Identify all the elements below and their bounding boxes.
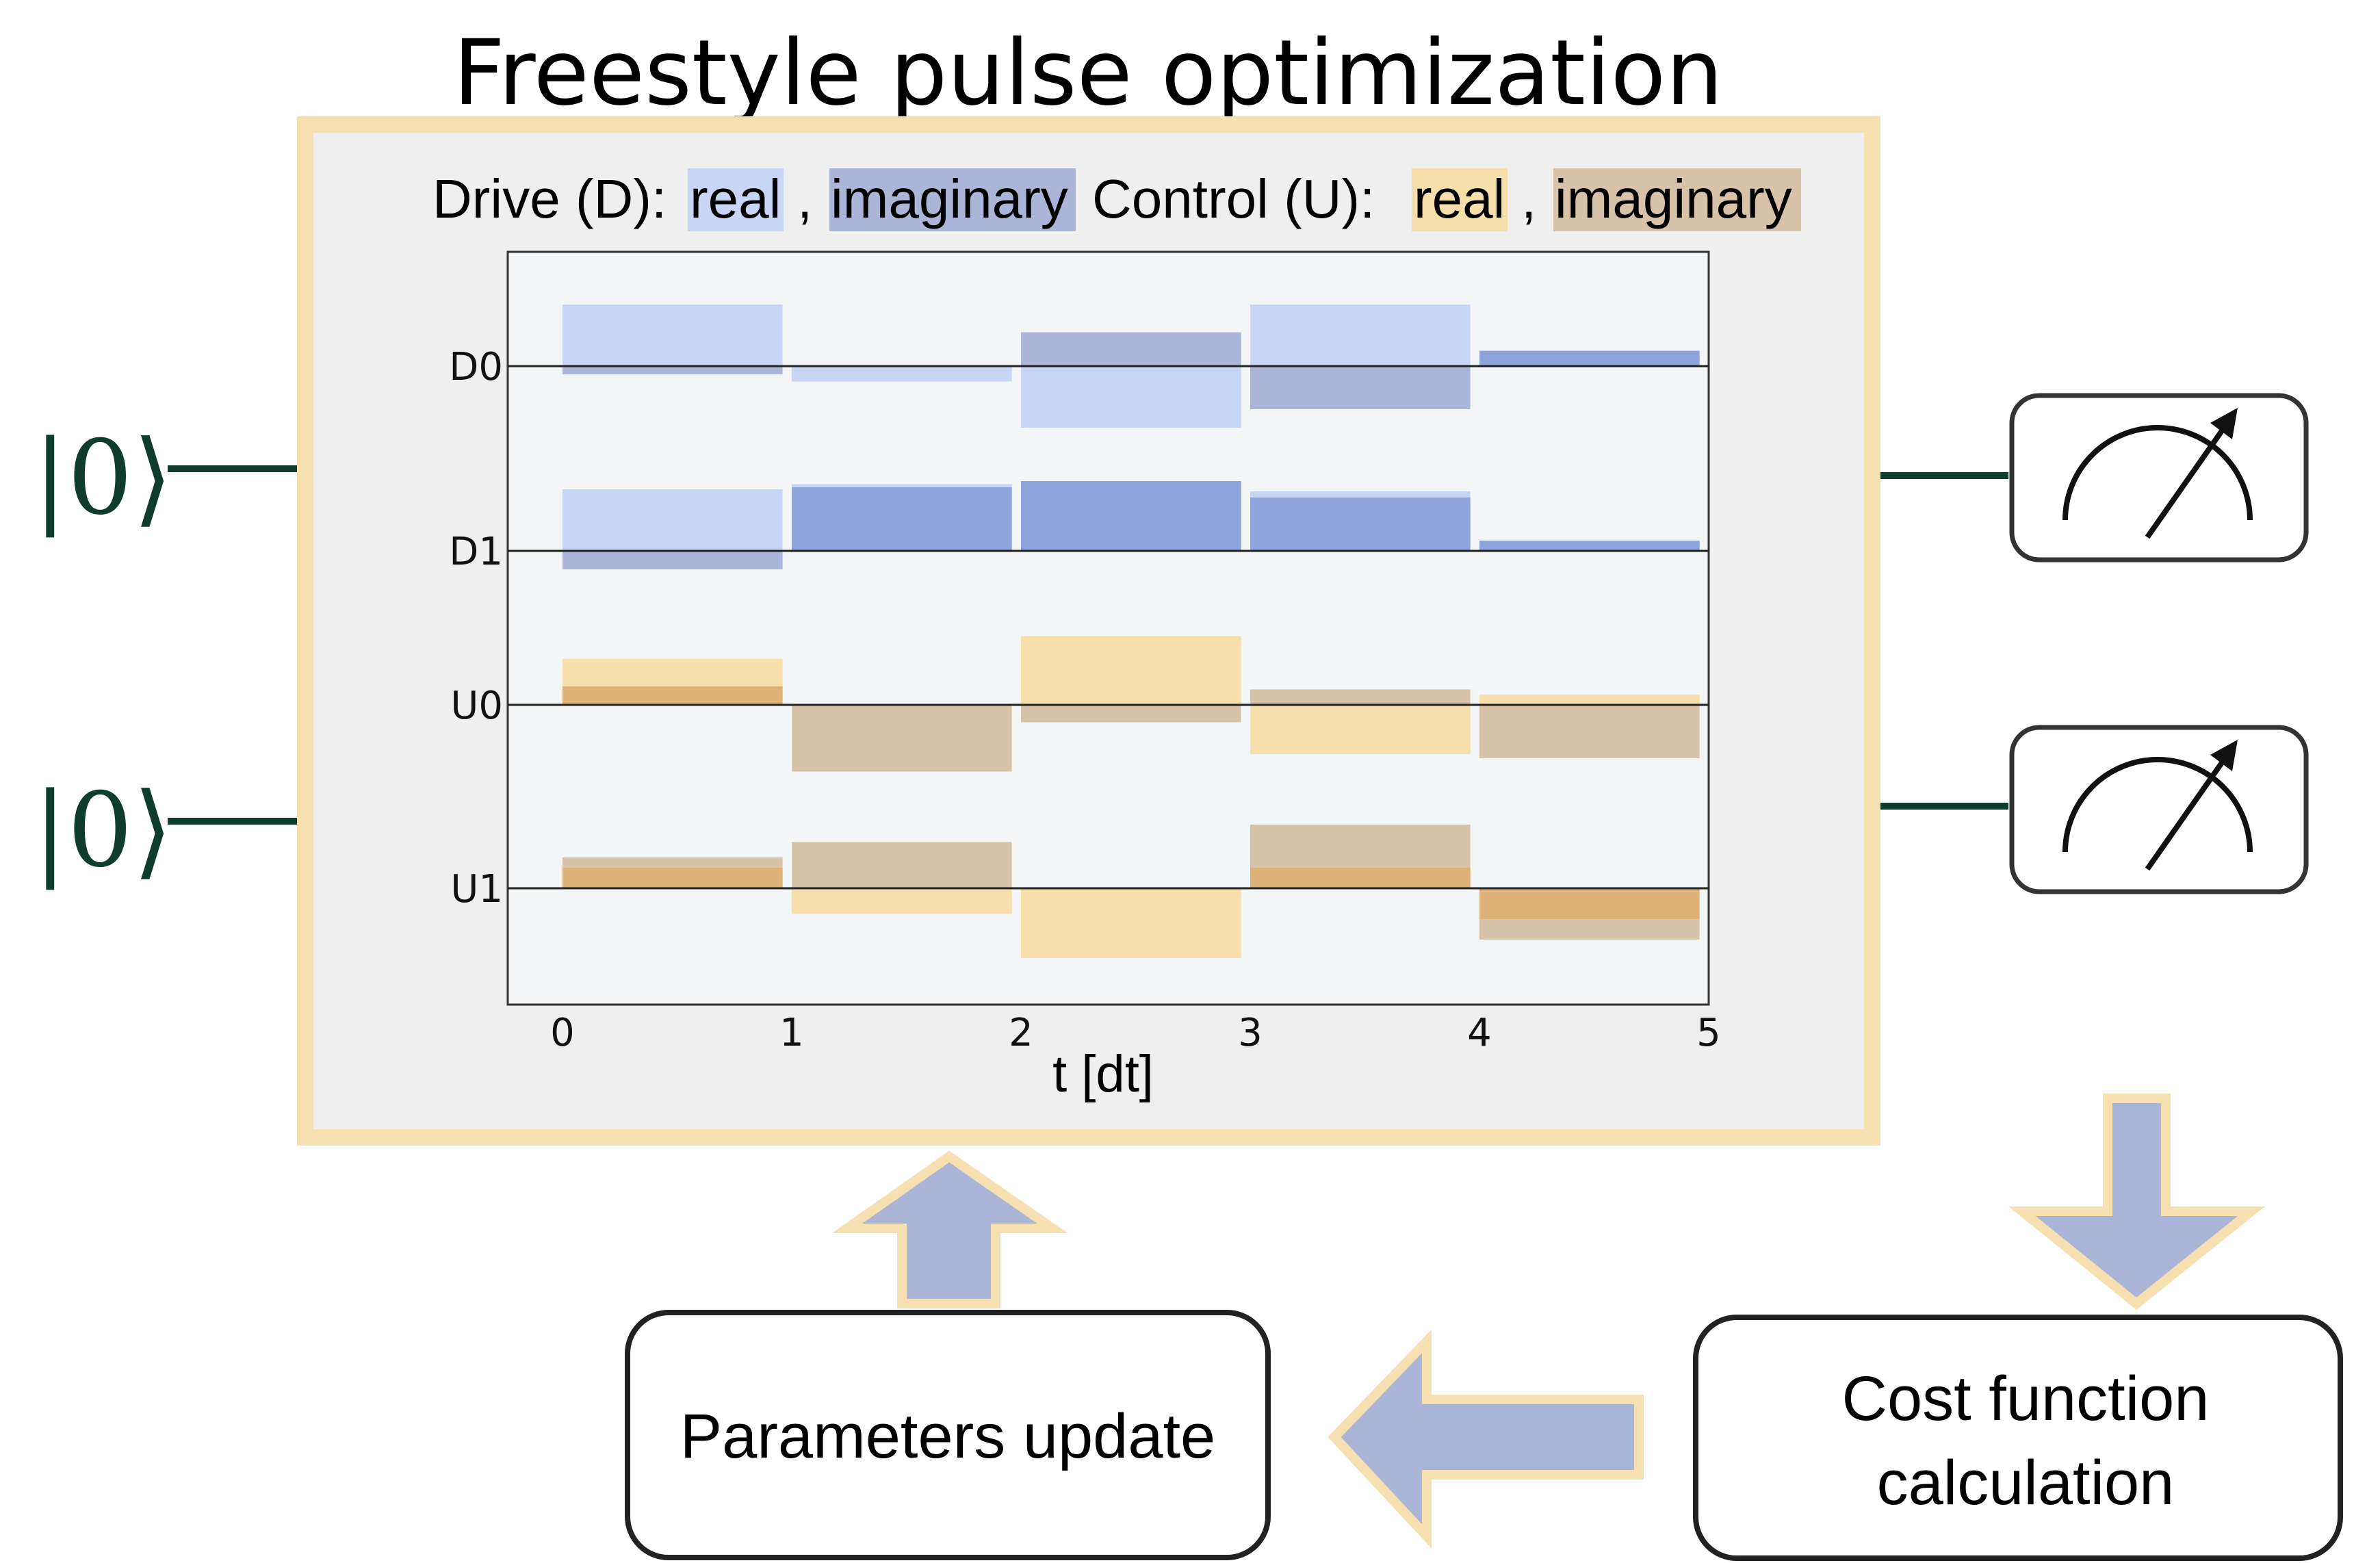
u0-imag-bar-3 xyxy=(1250,689,1471,705)
d0-real-bar-1 xyxy=(792,366,1012,382)
qubit-inputs: |0⟩ |0⟩ xyxy=(33,419,305,890)
d1-channel-label: D1 xyxy=(449,530,503,574)
legend-sep-2: , xyxy=(1521,168,1536,229)
d0-channel-label: D0 xyxy=(449,345,503,389)
x-ticks: 0 1 2 3 4 5 xyxy=(550,1011,1721,1055)
x-tick-label-2: 2 xyxy=(1009,1011,1033,1055)
measurements xyxy=(1872,393,2309,894)
legend-sep-1: , xyxy=(797,168,812,229)
channel-axes: D0 D1 U0 U1 xyxy=(449,345,1709,912)
u1-overlap-bar-3 xyxy=(1250,868,1471,888)
cost-line-1: Cost function xyxy=(1842,1364,2210,1434)
arrow-down-icon xyxy=(2008,1094,2265,1310)
pulse-bars xyxy=(562,305,1700,958)
qubit-1-state: |0⟩ xyxy=(33,771,173,890)
u1-overlap-bar-4 xyxy=(1479,888,1700,919)
meter-1-icon xyxy=(2009,725,2309,894)
u1-real-bar-1 xyxy=(792,888,1012,914)
legend-control-real: real xyxy=(1414,168,1505,229)
legend-swatch-drive-imag xyxy=(829,168,1076,231)
page-title: Freestyle pulse optimization xyxy=(453,21,1723,126)
d0-real-bar-3 xyxy=(1250,305,1471,366)
parameters-update-step: Parameters update xyxy=(625,1310,1271,1560)
u0-overlap-bar-0 xyxy=(562,686,783,705)
x-tick-label-5: 5 xyxy=(1696,1011,1721,1055)
legend-drive-real: real xyxy=(690,168,781,229)
legend-swatch-drive-real xyxy=(688,168,784,231)
cost-line-2: calculation xyxy=(1877,1448,2175,1518)
u1-real-bar-2 xyxy=(1021,888,1241,958)
u0-real-bar-4 xyxy=(1479,695,1700,705)
d1-overlap-bar-3 xyxy=(1250,498,1471,551)
d0-imag-bar-2 xyxy=(1021,332,1241,366)
svg-text:calculation: calculation xyxy=(1877,1448,2175,1518)
pulse-panel: D0 D1 U0 U1 0 1 2 3 4 5 t [dt] Drive (D): real ,… xyxy=(297,116,1880,1146)
x-tick-label-4: 4 xyxy=(1467,1011,1492,1055)
x-axis-label: t [dt] xyxy=(1052,1045,1154,1103)
cost-function-step: Cost function calculation xyxy=(1693,1315,2343,1561)
d1-overlap-bar-2 xyxy=(1021,481,1241,551)
x-tick-label-1: 1 xyxy=(779,1011,804,1055)
d1-real-bar-0 xyxy=(562,489,783,551)
d0-real-bar-0 xyxy=(562,305,783,366)
svg-text:Drive (D): real: Drive (D): real , imaginary Control (U):… xyxy=(432,168,1792,229)
d1-imag-bar-0 xyxy=(562,551,783,569)
u1-channel-label: U1 xyxy=(450,867,503,912)
legend-drive-imag: imaginary xyxy=(831,168,1068,229)
u0-real-bar-2 xyxy=(1021,636,1241,705)
svg-text:Cost function: Cost function xyxy=(1842,1364,2210,1434)
update-label: Parameters update xyxy=(680,1401,1215,1471)
u0-imag-bar-1 xyxy=(792,705,1012,772)
legend-control-label: Control (U): xyxy=(1092,168,1375,229)
legend-swatch-control-real xyxy=(1412,168,1508,231)
x-tick-label-0: 0 xyxy=(550,1011,575,1055)
u0-real-bar-3 xyxy=(1250,705,1471,754)
legend-swatch-control-imag xyxy=(1553,168,1801,231)
u1-imag-bar-1 xyxy=(792,842,1012,888)
arrow-left-icon xyxy=(1328,1329,1644,1549)
legend-drive-label: Drive (D): xyxy=(432,168,667,229)
d0-imag-bar-3 xyxy=(1250,366,1471,409)
d0-overlap-bar-4 xyxy=(1479,350,1700,366)
u0-imag-bar-2 xyxy=(1021,705,1241,723)
legend: Drive (D): real , imaginary Control (U):… xyxy=(432,168,1801,231)
d1-overlap-bar-1 xyxy=(792,487,1012,551)
d0-real-bar-2 xyxy=(1021,366,1241,428)
d1-overlap-bar-4 xyxy=(1479,541,1700,551)
u0-channel-label: U0 xyxy=(450,684,503,728)
d0-imag-bar-0 xyxy=(562,366,783,374)
arrow-up-icon xyxy=(831,1150,1068,1308)
x-tick-label-3: 3 xyxy=(1238,1011,1263,1055)
legend-control-imag: imaginary xyxy=(1555,168,1792,229)
qubit-0-state: |0⟩ xyxy=(33,419,173,538)
meter-0-icon xyxy=(2009,393,2309,563)
u1-overlap-bar-0 xyxy=(562,868,783,888)
u0-imag-bar-4 xyxy=(1479,705,1700,758)
